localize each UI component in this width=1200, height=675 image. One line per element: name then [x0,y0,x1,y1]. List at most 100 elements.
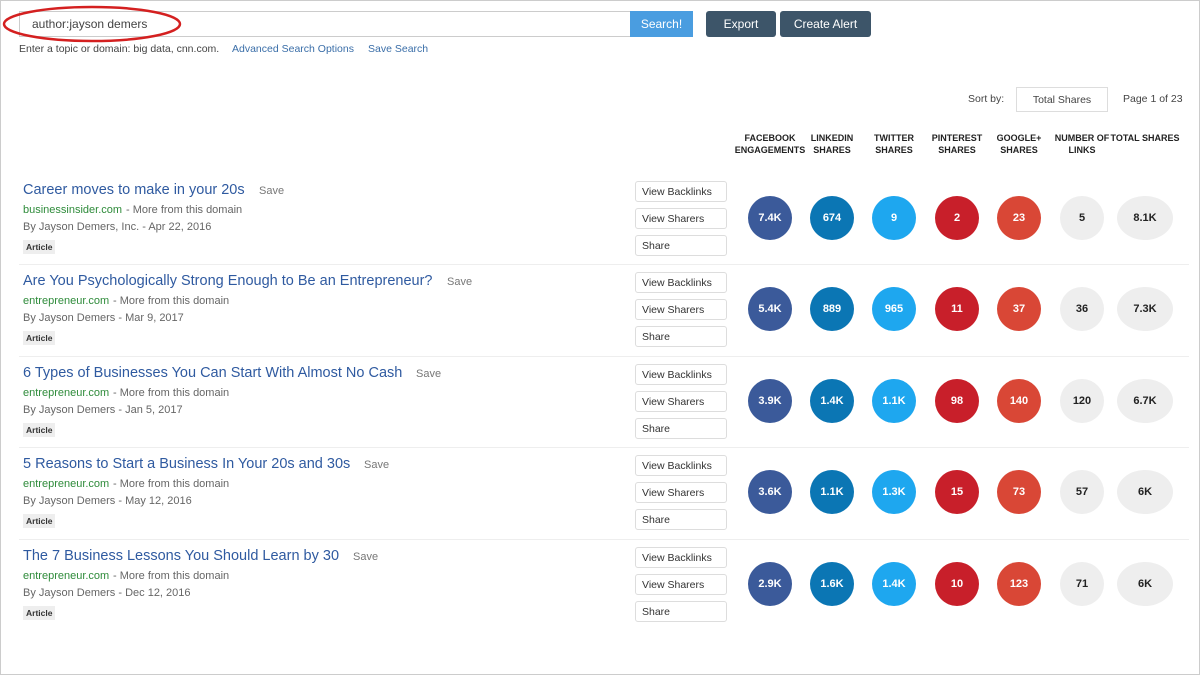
metric-badge: 965 [872,287,916,332]
metric-badge: 5 [1060,196,1104,240]
column-header: PINTEREST SHARES [931,133,983,155]
metric-badge: 57 [1060,470,1104,515]
content-tag: Article [23,331,56,346]
metric-badge: 11 [935,287,979,332]
metric-badge: 15 [935,470,979,515]
action-button[interactable]: View Backlinks [635,363,727,385]
more-from-domain: - More from this domain [113,386,230,399]
metric-badge: 1.4K [810,378,854,423]
save-link[interactable]: Save [259,185,285,197]
metric-badge: 123 [997,561,1041,606]
metric-badge: 674 [810,196,854,240]
highlight-ellipse [2,5,182,43]
metric-badge: 36 [1060,287,1104,332]
metric-badge: 6K [1117,470,1173,515]
action-button[interactable]: Share [635,235,727,256]
metric-badge: 1.4K [872,561,916,606]
metric-badge: 8.1K [1117,196,1173,240]
result-domain[interactable]: entrepreneur.com [23,386,110,399]
metric-badge: 6.7K [1117,378,1173,423]
metric-badge: 1.1K [810,470,854,515]
action-button[interactable]: Share [635,326,727,348]
column-header: FACEBOOK ENGAGEMENTS [734,133,806,155]
metric-badge: 6K [1117,561,1173,606]
row-separator [19,264,1189,266]
content-tag: Article [23,514,56,529]
save-search[interactable]: Save Search [368,43,429,55]
save-link[interactable]: Save [447,276,473,289]
save-link[interactable]: Save [364,459,390,472]
row-separator [19,355,1189,357]
search-hint: Enter a topic or domain: big data, cnn.c… [19,43,220,55]
action-button[interactable]: View Backlinks [635,455,727,477]
sort-select[interactable]: Total Shares [1016,87,1108,112]
more-from-domain: - More from this domain [113,569,230,582]
column-header: TOTAL SHARES [1110,133,1180,143]
search-button[interactable]: Search! [630,11,693,37]
metric-badge: 7.3K [1117,287,1173,332]
result-title[interactable]: 6 Types of Businesses You Can Start With… [23,364,403,381]
metric-badge: 5.4K [748,287,792,332]
column-header: TWITTER SHARES [874,133,914,155]
result-domain[interactable]: businessinsider.com [23,204,123,216]
byline: By Jayson Demers - Dec 12, 2016 [23,586,191,599]
page-indicator: Page 1 of 23 [1123,93,1183,105]
metric-badge: 1.6K [810,561,854,606]
column-header: GOOGLE+ SHARES [996,133,1042,155]
metric-badge: 889 [810,287,854,332]
content-tag: Article [23,422,56,437]
metric-badge: 23 [997,196,1041,240]
action-button[interactable]: View Backlinks [635,181,727,202]
metric-badge: 140 [997,378,1041,423]
action-button[interactable]: Share [635,509,727,531]
save-link[interactable]: Save [353,550,379,563]
metric-badge: 71 [1060,561,1104,606]
advanced-search[interactable]: Advanced Search Options [232,43,354,55]
metric-badge: 120 [1060,378,1104,423]
content-tag: Article [23,605,56,620]
action-button[interactable]: View Sharers [635,390,727,412]
row-separator [19,447,1189,449]
metric-badge: 1.3K [872,470,916,515]
byline: By Jayson Demers - May 12, 2016 [23,495,192,508]
byline: By Jayson Demers - Mar 9, 2017 [23,312,184,325]
result-domain[interactable]: entrepreneur.com [23,569,110,582]
result-title[interactable]: Career moves to make in your 20s [23,182,245,198]
metric-badge: 3.6K [748,470,792,515]
result-domain[interactable]: entrepreneur.com [23,478,110,491]
export-button[interactable]: Export [706,11,776,37]
action-button[interactable]: Share [635,417,727,439]
metric-badge: 7.4K [748,196,792,240]
result-domain[interactable]: entrepreneur.com [23,295,110,308]
action-button[interactable]: View Sharers [635,208,727,229]
metric-badge: 9 [872,196,916,240]
metric-badge: 37 [997,287,1041,332]
metric-badge: 98 [935,378,979,423]
metric-badge: 2 [935,196,979,240]
sort-label: Sort by: [968,93,1005,105]
save-link[interactable]: Save [416,367,442,380]
result-title[interactable]: Are You Psychologically Strong Enough to… [23,273,433,290]
metric-badge: 3.9K [748,378,792,423]
column-header: NUMBER OF LINKS [1054,133,1110,155]
more-from-domain: - More from this domain [113,295,230,308]
metric-badge: 10 [935,561,979,606]
action-button[interactable]: View Backlinks [635,272,727,294]
row-separator [19,538,1189,540]
content-tag: Article [23,240,56,254]
result-title[interactable]: 5 Reasons to Start a Business In Your 20… [23,456,351,473]
metric-badge: 1.1K [872,378,916,423]
more-from-domain: - More from this domain [126,204,243,216]
result-title[interactable]: The 7 Business Lessons You Should Learn … [23,547,340,564]
metric-badge: 73 [997,470,1041,515]
action-button[interactable]: View Sharers [635,299,727,321]
action-button[interactable]: View Sharers [635,482,727,504]
create-alert-button[interactable]: Create Alert [780,11,871,37]
action-button[interactable]: Share [635,600,727,622]
byline: By Jayson Demers - Jan 5, 2017 [23,403,183,416]
action-button[interactable]: View Backlinks [635,546,727,568]
more-from-domain: - More from this domain [113,478,230,491]
action-button[interactable]: View Sharers [635,573,727,595]
byline: By Jayson Demers, Inc. - Apr 22, 2016 [23,221,212,233]
